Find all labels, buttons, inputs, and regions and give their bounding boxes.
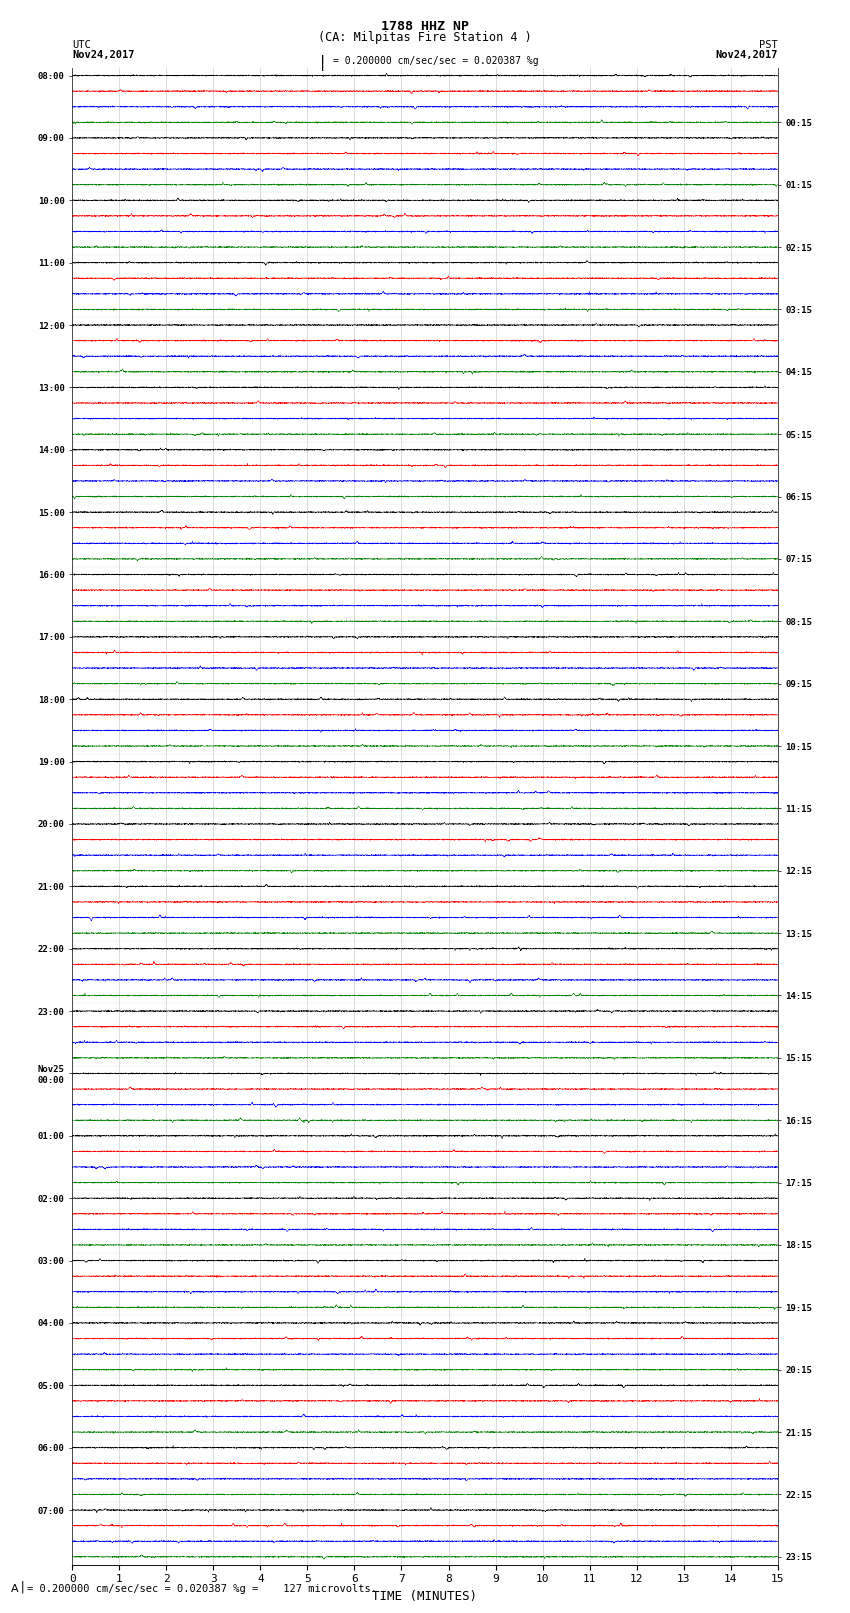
Text: (CA: Milpitas Fire Station 4 ): (CA: Milpitas Fire Station 4 ) <box>318 31 532 44</box>
Text: = 0.200000 cm/sec/sec = 0.020387 %g =    127 microvolts.: = 0.200000 cm/sec/sec = 0.020387 %g = 12… <box>27 1584 377 1594</box>
Text: |: | <box>19 1581 26 1594</box>
Text: $\mathsf{A}$: $\mathsf{A}$ <box>10 1582 20 1594</box>
Text: PST: PST <box>759 40 778 50</box>
Text: = 0.200000 cm/sec/sec = 0.020387 %g: = 0.200000 cm/sec/sec = 0.020387 %g <box>333 56 539 66</box>
Text: UTC: UTC <box>72 40 91 50</box>
Text: Nov24,2017: Nov24,2017 <box>715 50 778 60</box>
X-axis label: TIME (MINUTES): TIME (MINUTES) <box>372 1590 478 1603</box>
Text: 1788 HHZ NP: 1788 HHZ NP <box>381 19 469 34</box>
Text: Nov24,2017: Nov24,2017 <box>72 50 135 60</box>
Text: |: | <box>319 55 327 71</box>
